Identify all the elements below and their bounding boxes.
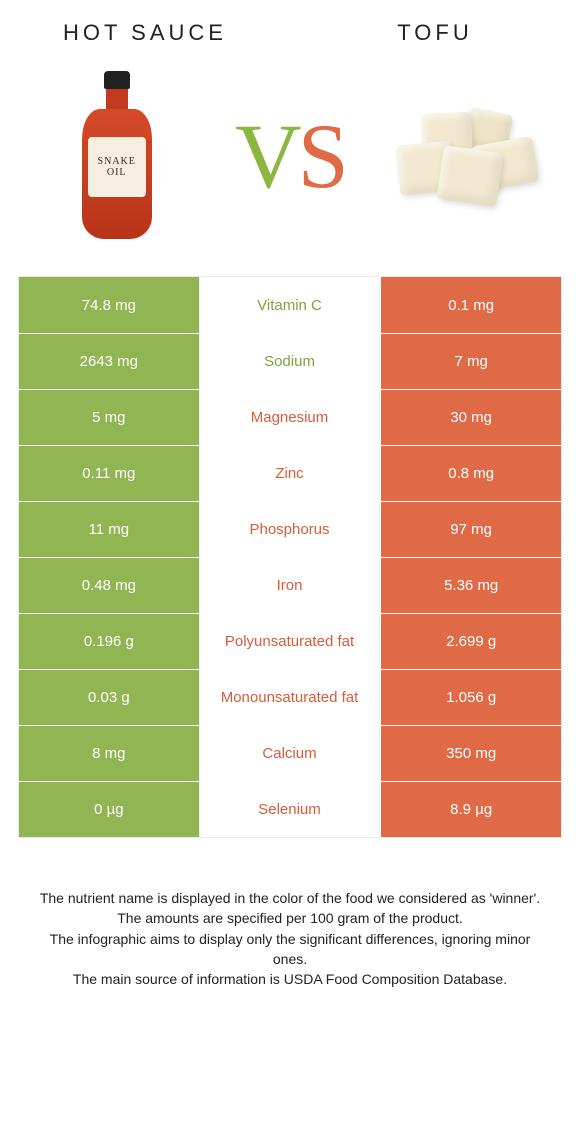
nutrient-label: Zinc [199,446,381,501]
header-row: Hot sauce Tofu [0,0,580,56]
right-value: 97 mg [380,502,561,557]
right-value: 350 mg [380,726,561,781]
right-value: 8.9 µg [380,782,561,837]
footnote-line: The nutrient name is displayed in the co… [36,888,544,908]
right-value: 1.056 g [380,670,561,725]
right-value: 0.8 mg [380,446,561,501]
left-value: 0.48 mg [19,558,199,613]
nutrient-label: Selenium [199,782,381,837]
table-row: 0.48 mgIron5.36 mg [19,557,561,613]
table-row: 74.8 mgVitamin C0.1 mg [19,277,561,333]
nutrient-label: Phosphorus [199,502,381,557]
nutrient-label: Monounsaturated fat [199,670,381,725]
tofu-icon [388,91,538,221]
left-value: 5 mg [19,390,199,445]
table-row: 5 mgMagnesium30 mg [19,389,561,445]
left-food-title: Hot sauce [0,20,290,46]
left-value: 74.8 mg [19,277,199,333]
tofu-image [388,66,538,246]
vs-s: S [298,110,345,202]
images-row: SNAKE OIL VS [0,56,580,276]
nutrient-label: Magnesium [199,390,381,445]
bottle-icon: SNAKE OIL [77,71,157,241]
footnote-line: The main source of information is USDA F… [36,969,544,989]
table-row: 0.196 gPolyunsaturated fat2.699 g [19,613,561,669]
footnote-line: The amounts are specified per 100 gram o… [36,908,544,928]
right-value: 30 mg [380,390,561,445]
nutrient-label: Vitamin C [199,277,381,333]
right-value: 5.36 mg [380,558,561,613]
left-value: 8 mg [19,726,199,781]
left-value: 11 mg [19,502,199,557]
nutrient-label: Polyunsaturated fat [199,614,381,669]
left-value: 0.03 g [19,670,199,725]
left-value: 0.11 mg [19,446,199,501]
table-row: 11 mgPhosphorus97 mg [19,501,561,557]
left-value: 0.196 g [19,614,199,669]
nutrient-table: 74.8 mgVitamin C0.1 mg2643 mgSodium7 mg5… [18,276,562,838]
table-row: 8 mgCalcium350 mg [19,725,561,781]
hot-sauce-image: SNAKE OIL [42,66,192,246]
right-value: 0.1 mg [380,277,561,333]
left-value: 0 µg [19,782,199,837]
right-value: 7 mg [380,334,561,389]
bottle-label-text: SNAKE OIL [92,156,142,178]
nutrient-label: Calcium [199,726,381,781]
table-row: 0.03 gMonounsaturated fat1.056 g [19,669,561,725]
table-row: 2643 mgSodium7 mg [19,333,561,389]
table-row: 0.11 mgZinc0.8 mg [19,445,561,501]
nutrient-label: Sodium [199,334,381,389]
nutrient-label: Iron [199,558,381,613]
table-row: 0 µgSelenium8.9 µg [19,781,561,837]
vs-label: VS [235,110,345,202]
right-value: 2.699 g [380,614,561,669]
footnotes: The nutrient name is displayed in the co… [0,838,580,989]
vs-v: V [235,110,297,202]
footnote-line: The infographic aims to display only the… [36,929,544,970]
right-food-title: Tofu [290,20,580,46]
left-value: 2643 mg [19,334,199,389]
